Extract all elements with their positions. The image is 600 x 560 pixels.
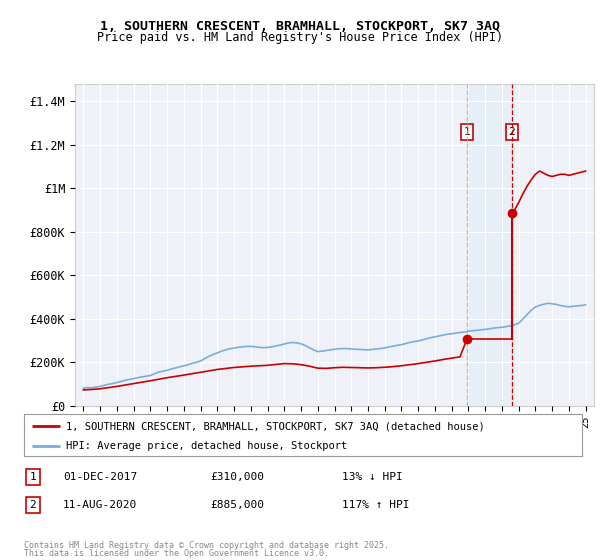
Text: This data is licensed under the Open Government Licence v3.0.: This data is licensed under the Open Gov… [24,549,329,558]
Text: £310,000: £310,000 [210,472,264,482]
Text: £885,000: £885,000 [210,500,264,510]
Text: 1, SOUTHERN CRESCENT, BRAMHALL, STOCKPORT, SK7 3AQ: 1, SOUTHERN CRESCENT, BRAMHALL, STOCKPOR… [100,20,500,32]
Text: 117% ↑ HPI: 117% ↑ HPI [342,500,409,510]
Text: 2: 2 [509,127,515,137]
Text: 1: 1 [464,127,470,137]
Text: HPI: Average price, detached house, Stockport: HPI: Average price, detached house, Stoc… [66,441,347,451]
Text: 11-AUG-2020: 11-AUG-2020 [63,500,137,510]
Text: 2: 2 [29,500,37,510]
Bar [467,84,512,406]
Text: 1: 1 [29,472,37,482]
Text: 1, SOUTHERN CRESCENT, BRAMHALL, STOCKPORT, SK7 3AQ (detached house): 1, SOUTHERN CRESCENT, BRAMHALL, STOCKPOR… [66,421,485,431]
Text: 01-DEC-2017: 01-DEC-2017 [63,472,137,482]
Text: 13% ↓ HPI: 13% ↓ HPI [342,472,403,482]
Text: Price paid vs. HM Land Registry's House Price Index (HPI): Price paid vs. HM Land Registry's House … [97,31,503,44]
Text: Contains HM Land Registry data © Crown copyright and database right 2025.: Contains HM Land Registry data © Crown c… [24,541,389,550]
